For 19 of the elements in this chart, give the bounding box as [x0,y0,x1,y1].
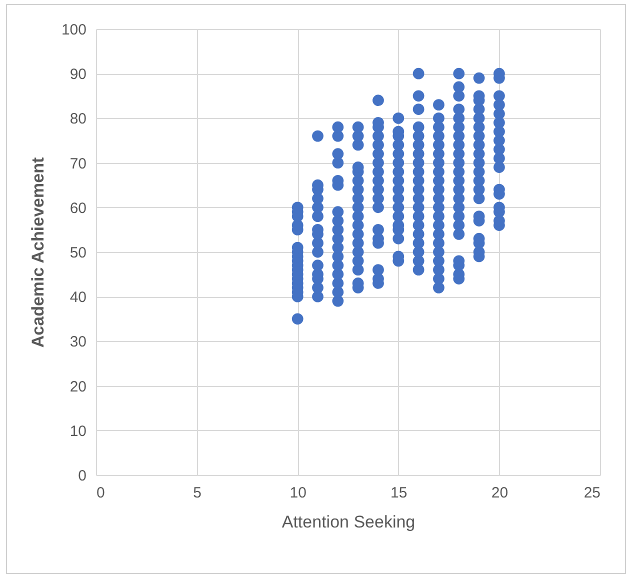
y-tick-label: 50 [70,244,86,262]
x-tick-label: 10 [290,484,306,502]
y-tick-label: 70 [70,155,86,172]
x-tick-label: 0 [96,484,105,502]
y-axis-title: Academic Achievement [28,157,48,348]
y-tick-label: 60 [70,200,86,217]
x-tick-label: 20 [491,484,508,502]
y-tick-label: 20 [70,378,86,396]
x-axis-title: Attention Seeking [282,512,416,532]
y-tick-label: 0 [78,468,86,484]
y-tick-label: 100 [61,22,86,38]
x-tick-label: 5 [193,484,202,502]
x-tick-label: 25 [584,484,600,502]
y-tick-label: 80 [70,110,86,128]
y-tick-label: 90 [70,66,86,84]
x-tick-label: 15 [390,484,408,502]
y-tick-label: 30 [70,334,86,351]
y-tick-label: 10 [70,422,86,440]
y-tick-label: 40 [70,289,86,306]
